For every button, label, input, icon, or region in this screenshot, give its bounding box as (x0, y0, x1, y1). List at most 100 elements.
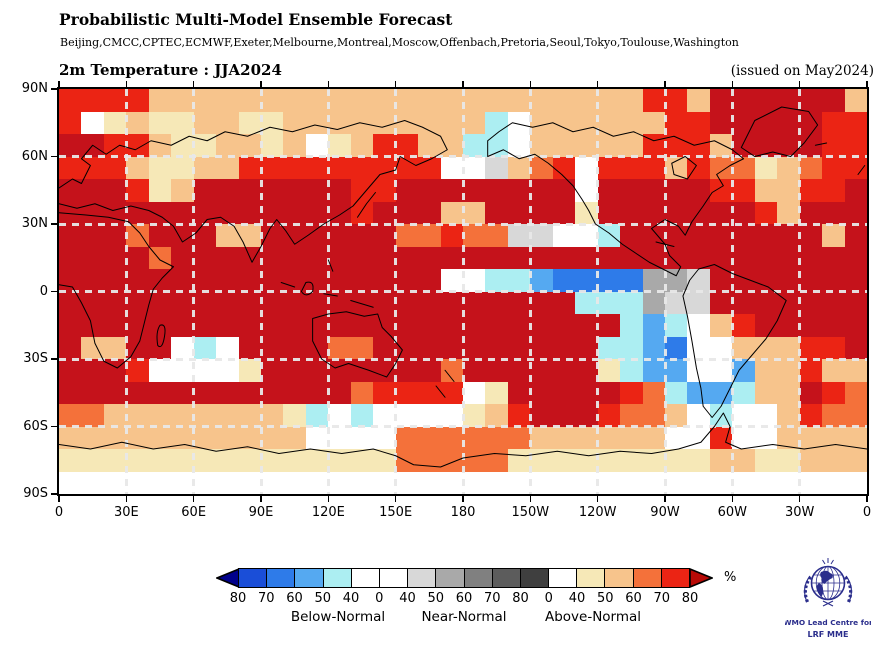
axis-tick (260, 496, 262, 502)
map-cell (283, 111, 306, 134)
map-cell (620, 449, 643, 472)
map-cell (148, 134, 172, 157)
map-cell (373, 359, 396, 382)
map-cell (103, 89, 127, 112)
map-cell (642, 291, 665, 314)
wmo-logo-text-line1: WMO Lead Centre for (785, 618, 871, 627)
map-cell (148, 156, 172, 179)
map-cell (575, 381, 598, 404)
colorbar-category-label: Near-Normal (421, 609, 507, 625)
map-cell (216, 134, 239, 157)
map-cell (261, 156, 284, 179)
map-cell (844, 246, 867, 269)
map-cell (350, 201, 374, 224)
map-cell (283, 404, 306, 427)
map-cell (193, 269, 217, 292)
colorbar-tick-label: 50 (427, 591, 445, 606)
map-cell (575, 201, 598, 224)
lon-axis-label: 150E (379, 505, 413, 520)
map-cell (193, 449, 217, 472)
map-cell (799, 134, 823, 157)
map-cell (552, 89, 576, 112)
map-cell (754, 471, 778, 494)
map-cell (485, 381, 508, 404)
map-cell (597, 404, 621, 427)
map-cell (148, 246, 172, 269)
map-cell (485, 404, 508, 427)
gridline-parallel (59, 155, 867, 158)
map-cell (777, 381, 800, 404)
map-cell (799, 89, 823, 112)
map-cell (777, 404, 800, 427)
map-cell (507, 89, 531, 112)
map-cell (440, 201, 463, 224)
lat-axis-label: 90S (23, 486, 48, 501)
colorbar-segments (238, 568, 690, 588)
map-cell (216, 224, 239, 247)
map-cell (754, 201, 778, 224)
map-cell (440, 291, 463, 314)
map-cell (597, 471, 621, 494)
map-cell (463, 381, 486, 404)
colorbar-tick-label: 40 (568, 591, 586, 606)
map-cell (642, 224, 665, 247)
map-cell (171, 269, 194, 292)
map-cell (732, 291, 755, 314)
map-cell (485, 224, 508, 247)
map-cell (193, 89, 217, 112)
axis-tick (125, 496, 128, 502)
map-cell (777, 179, 800, 202)
map-cell (440, 404, 463, 427)
axis-tick (664, 496, 666, 502)
map-cell (283, 269, 306, 292)
map-cell (485, 156, 508, 179)
map-cell (216, 381, 239, 404)
map-cell (822, 201, 845, 224)
figure-title: Probabilistic Multi-Model Ensemble Forec… (59, 10, 453, 29)
map-cell (463, 404, 486, 427)
map-cell (440, 426, 463, 449)
colorbar-tick-label: 60 (286, 591, 303, 606)
map-cell (305, 134, 329, 157)
map-cell (81, 404, 104, 427)
map-cell (283, 449, 306, 472)
map-cell (216, 156, 239, 179)
colorbar-segment (661, 569, 689, 587)
map-cell (507, 269, 531, 292)
map-cell (283, 381, 306, 404)
map-cell (440, 179, 463, 202)
model-list: Beijing,CMCC,CPTEC,ECMWF,Exeter,Melbourn… (60, 36, 739, 49)
map-cell (238, 381, 261, 404)
map-cell (216, 89, 239, 112)
map-cell (328, 291, 351, 314)
map-cell (418, 111, 441, 134)
map-cell (463, 426, 486, 449)
axis-tick (327, 496, 330, 502)
colorbar-tick-label: 60 (455, 591, 473, 606)
map-cell (238, 426, 261, 449)
map-cell (193, 404, 217, 427)
map-cell (507, 179, 531, 202)
map-cell (799, 269, 823, 292)
map-cell (575, 89, 598, 112)
map-cell (709, 359, 733, 382)
map-cell (665, 269, 688, 292)
map-cell (238, 111, 261, 134)
map-cell (373, 381, 396, 404)
map-cell (418, 201, 441, 224)
map-cell (328, 471, 351, 494)
map-cell (373, 291, 396, 314)
map-cell (193, 111, 217, 134)
map-cell (148, 224, 172, 247)
map-cell (81, 201, 104, 224)
map-cell (485, 111, 508, 134)
map-cell (283, 471, 306, 494)
map-cell (328, 336, 351, 359)
map-cell (261, 404, 284, 427)
map-cell (261, 89, 284, 112)
map-cell (81, 314, 104, 337)
map-cell (261, 134, 284, 157)
map-cell (171, 246, 194, 269)
map-cell (238, 179, 261, 202)
map-cell (665, 381, 688, 404)
